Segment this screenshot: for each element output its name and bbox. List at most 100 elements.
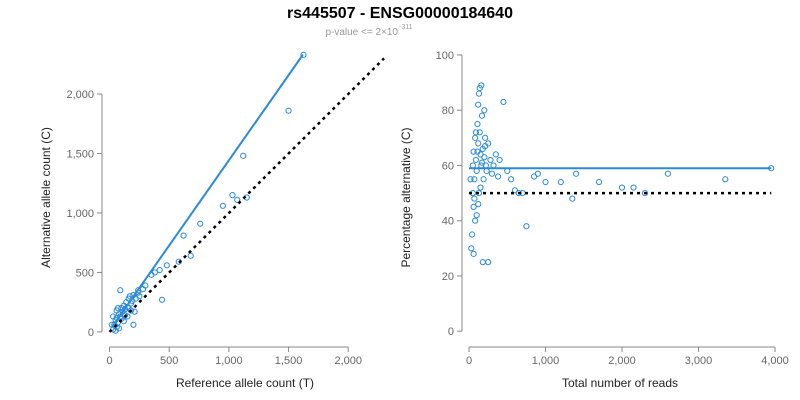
point xyxy=(240,152,247,159)
point xyxy=(641,189,649,197)
x-axis-title: Total number of reads xyxy=(562,376,678,390)
point xyxy=(113,307,120,314)
point xyxy=(180,232,187,239)
point xyxy=(472,129,480,136)
point xyxy=(300,51,307,58)
point xyxy=(131,308,138,315)
chart-subtitle: p-value <= 2×10 xyxy=(325,27,398,38)
point xyxy=(187,252,194,259)
point xyxy=(542,178,549,186)
point xyxy=(485,259,492,266)
point xyxy=(229,192,236,199)
x-axis-title: Reference allele count (T) xyxy=(176,376,314,390)
point xyxy=(618,184,626,191)
point xyxy=(573,170,580,177)
point xyxy=(117,287,124,294)
point xyxy=(130,321,137,328)
point xyxy=(472,134,479,141)
point xyxy=(475,201,482,208)
point xyxy=(136,293,143,300)
y-axis-title: Percentage alternative (C) xyxy=(399,127,413,267)
y-tick-label: 60 xyxy=(442,160,454,172)
point xyxy=(508,176,515,183)
point xyxy=(488,170,496,177)
point xyxy=(557,178,564,186)
point xyxy=(478,159,486,166)
y-tick-label: 500 xyxy=(76,267,94,279)
point xyxy=(481,154,488,161)
point xyxy=(492,151,499,158)
x-tick-label: 2,000 xyxy=(608,355,636,367)
point xyxy=(285,107,292,114)
point xyxy=(515,189,522,197)
point xyxy=(471,176,478,183)
point xyxy=(496,156,503,164)
point xyxy=(468,231,476,238)
point xyxy=(135,287,142,294)
x-tick-label: 4,000 xyxy=(761,355,789,367)
point xyxy=(500,98,507,106)
x-tick-label: 1,000 xyxy=(215,355,243,367)
y-tick-label: 1,500 xyxy=(66,148,94,160)
point xyxy=(473,212,480,219)
point xyxy=(151,269,158,276)
point xyxy=(475,90,483,97)
x-tick-label: 0 xyxy=(466,355,472,367)
point xyxy=(142,282,149,289)
point xyxy=(470,250,477,257)
point xyxy=(472,217,479,224)
point xyxy=(481,134,489,141)
point xyxy=(470,148,477,155)
point xyxy=(475,101,482,108)
point xyxy=(476,85,483,92)
y-tick-label: 1,000 xyxy=(66,208,94,220)
point xyxy=(468,245,475,252)
point xyxy=(481,143,489,150)
point xyxy=(476,129,483,136)
point xyxy=(722,176,729,183)
x-tick-label: 2,000 xyxy=(334,355,362,367)
point xyxy=(477,184,484,191)
x-tick-label: 500 xyxy=(160,355,178,367)
point xyxy=(472,156,480,164)
point xyxy=(219,202,227,209)
reference-line xyxy=(108,57,385,333)
y-tick-label: 40 xyxy=(442,216,454,228)
point xyxy=(630,184,637,191)
y-tick-label: 100 xyxy=(436,50,454,62)
point xyxy=(487,156,494,164)
point xyxy=(234,196,241,203)
y-axis-title: Alternative allele count (C) xyxy=(39,127,53,268)
point xyxy=(478,112,486,119)
y-tick-label: 0 xyxy=(448,326,454,338)
point xyxy=(475,140,482,147)
point xyxy=(156,266,163,274)
y-tick-label: 2,000 xyxy=(66,89,94,101)
point xyxy=(595,178,603,186)
point xyxy=(163,262,170,269)
point xyxy=(110,313,117,320)
x-tick-label: 1,000 xyxy=(532,355,560,367)
point xyxy=(470,203,477,210)
point xyxy=(481,107,488,114)
point xyxy=(467,176,474,183)
point xyxy=(197,220,204,227)
point xyxy=(664,170,672,177)
subtitle-exponent: -311 xyxy=(399,24,413,31)
chart-title: rs445507 - ENSG00000184640 xyxy=(287,5,513,22)
point xyxy=(569,195,576,202)
point xyxy=(474,148,481,155)
point xyxy=(158,296,166,303)
fit-line xyxy=(111,54,304,328)
y-tick-label: 20 xyxy=(442,271,454,283)
point xyxy=(523,223,530,230)
point xyxy=(121,312,129,319)
point xyxy=(474,120,481,128)
point xyxy=(530,173,538,180)
point xyxy=(480,176,487,183)
y-tick-label: 80 xyxy=(442,105,454,117)
point xyxy=(494,173,502,180)
y-tick-label: 0 xyxy=(88,327,94,339)
x-tick-label: 1,500 xyxy=(275,355,303,367)
